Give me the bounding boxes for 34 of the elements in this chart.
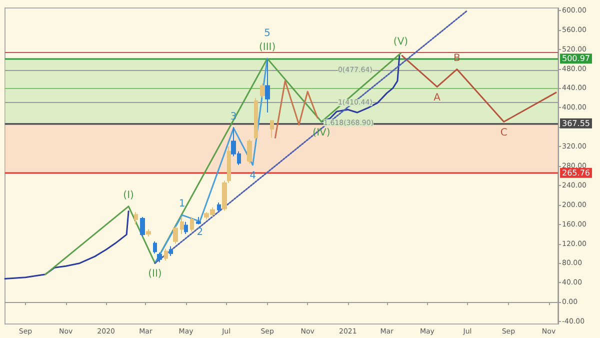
candlestick <box>260 82 265 98</box>
candlestick <box>157 252 162 263</box>
ref-line-label: 265.76 <box>562 168 590 178</box>
annotation: 2 <box>196 226 204 238</box>
candlestick <box>270 120 274 138</box>
candlestick <box>265 58 270 114</box>
candlestick <box>164 248 168 262</box>
annotation: C <box>500 127 508 138</box>
candlestick <box>180 216 184 235</box>
line-series <box>401 54 557 123</box>
candlestick <box>173 226 178 244</box>
candlestick <box>140 216 145 237</box>
line-series <box>154 58 268 264</box>
annotation: 1 <box>178 198 186 210</box>
annotation: (II) <box>148 268 162 280</box>
candlestick <box>254 97 258 140</box>
annotation: (I) <box>123 190 134 201</box>
candlestick <box>153 240 157 254</box>
ref-line-label: 367.55 <box>562 118 590 128</box>
candlestick <box>190 216 194 232</box>
annotation: (V) <box>393 36 408 48</box>
candlestick <box>146 228 151 237</box>
annotation: 4 <box>250 170 256 182</box>
annotation: 5 <box>264 28 270 40</box>
candlestick <box>169 246 173 256</box>
ref-line-label: 500.97 <box>562 54 590 64</box>
candlestick <box>247 138 252 164</box>
candlestick <box>196 216 201 225</box>
candlestick <box>184 221 188 235</box>
annotation: (III) <box>258 42 276 54</box>
candlestick <box>217 202 221 213</box>
annotation: A <box>434 92 441 104</box>
line-series <box>4 210 130 280</box>
candlestick <box>134 212 138 225</box>
